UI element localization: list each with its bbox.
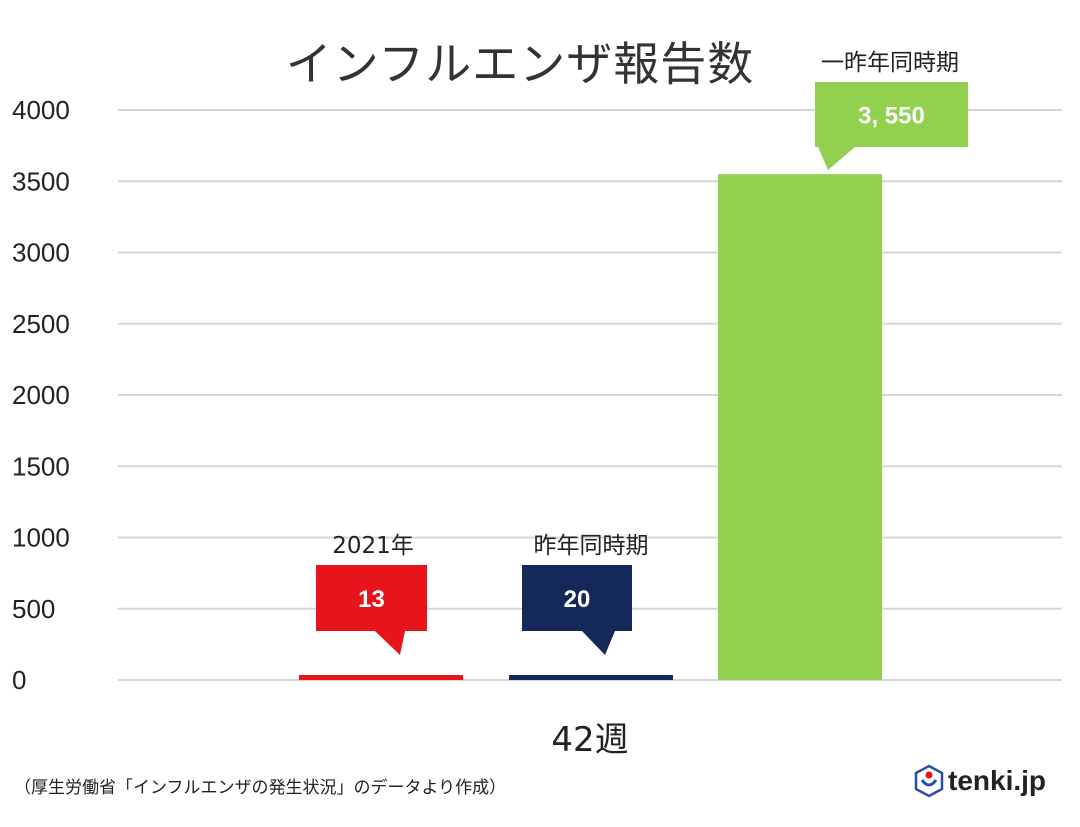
- x-axis-label: 42週: [551, 720, 629, 760]
- callout-box-1: [522, 565, 632, 631]
- y-tick-label: 500: [12, 594, 55, 624]
- data-label-2: 3, 550: [858, 103, 925, 130]
- callout-box-0: [316, 565, 427, 631]
- chart-title: インフルエンザ報告数: [285, 37, 755, 91]
- callout-box-2: [815, 82, 968, 147]
- data-label-0: 13: [358, 586, 385, 613]
- bar-1: [509, 675, 673, 680]
- y-tick-labels: 0 500 1000 1500 2000 2500 3000 3500 4000: [12, 95, 70, 695]
- tenki-logo: tenki.jp: [914, 764, 1046, 798]
- bar-0: [299, 675, 463, 680]
- y-tick-label: 3000: [12, 238, 70, 268]
- gridlines: [118, 109, 1062, 681]
- category-label-1: 昨年同時期: [534, 533, 649, 559]
- y-tick-label: 2000: [12, 380, 70, 410]
- source-note: （厚生労働省「インフルエンザの発生状況」のデータより作成）: [14, 778, 507, 798]
- logo-text: tenki.jp: [948, 765, 1047, 796]
- y-tick-label: 2500: [12, 309, 70, 339]
- tenki-logo-icon: [914, 764, 944, 798]
- category-label-2: 一昨年同時期: [821, 50, 959, 76]
- bar-2: [718, 174, 882, 680]
- y-tick-label: 3500: [12, 166, 70, 196]
- callouts: 13 2021年 20 昨年同時期 3, 550 一昨年同時期: [316, 50, 968, 655]
- y-tick-label: 1500: [12, 451, 70, 481]
- y-tick-label: 1000: [12, 523, 70, 553]
- callout-tail-2: [818, 147, 855, 170]
- bars: [299, 174, 882, 680]
- y-tick-label: 0: [12, 665, 26, 695]
- data-label-1: 20: [564, 586, 591, 613]
- callout-tail-0: [375, 631, 405, 655]
- category-label-0: 2021年: [332, 533, 414, 559]
- y-tick-label: 4000: [12, 95, 70, 125]
- callout-tail-1: [582, 631, 615, 655]
